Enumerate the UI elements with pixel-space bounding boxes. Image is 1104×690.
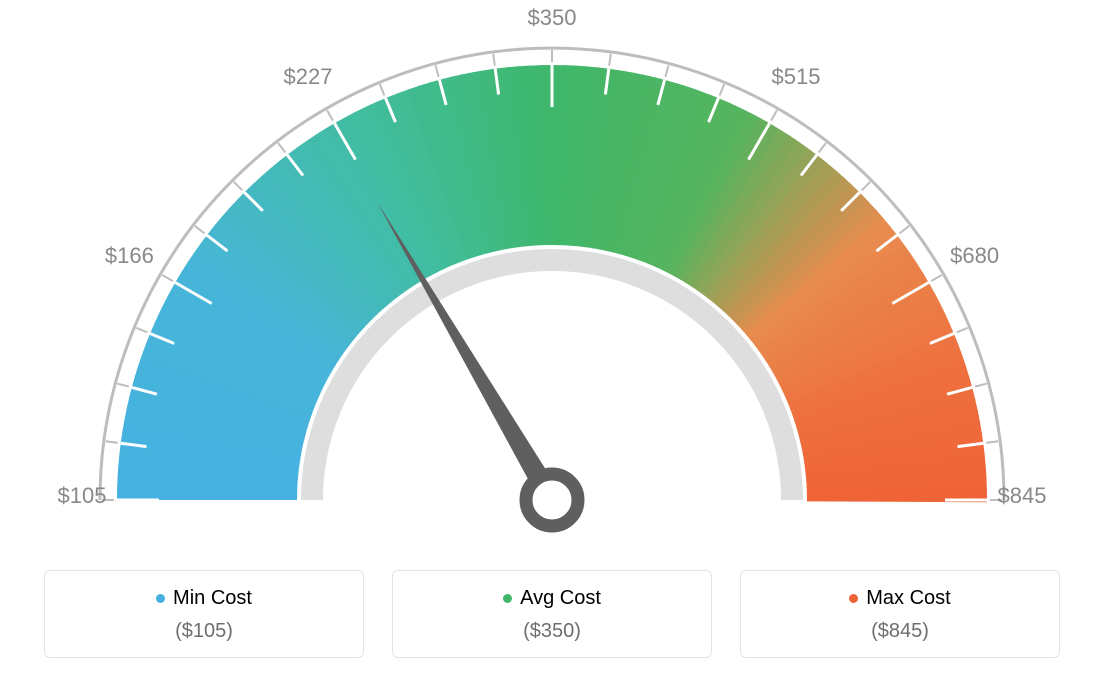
gauge-arc [117, 65, 987, 502]
gauge-svg [0, 0, 1104, 560]
legend-avg-card: Avg Cost ($350) [392, 570, 712, 658]
legend-min-card: Min Cost ($105) [44, 570, 364, 658]
legend: Min Cost ($105) Avg Cost ($350) Max Cost… [0, 570, 1104, 658]
legend-min-title: Min Cost [156, 587, 252, 610]
tick-label: $515 [772, 64, 821, 90]
dot-icon [503, 594, 512, 603]
tick-label: $166 [105, 243, 154, 269]
legend-avg-label: Avg Cost [520, 587, 601, 610]
legend-max-value: ($845) [751, 620, 1049, 643]
tick-label: $227 [284, 64, 333, 90]
tick-label: $845 [998, 483, 1047, 509]
legend-max-title: Max Cost [849, 587, 950, 610]
legend-min-label: Min Cost [173, 587, 252, 610]
tick-label: $105 [58, 483, 107, 509]
tick-label: $680 [950, 243, 999, 269]
dot-icon [849, 594, 858, 603]
tick-label: $350 [528, 5, 577, 31]
legend-avg-value: ($350) [403, 620, 701, 643]
legend-avg-title: Avg Cost [503, 587, 601, 610]
gauge-chart: $105 $166 $227 $350 $515 $680 $845 [0, 0, 1104, 560]
legend-min-value: ($105) [55, 620, 353, 643]
legend-max-card: Max Cost ($845) [740, 570, 1060, 658]
legend-max-label: Max Cost [866, 587, 950, 610]
dot-icon [156, 594, 165, 603]
